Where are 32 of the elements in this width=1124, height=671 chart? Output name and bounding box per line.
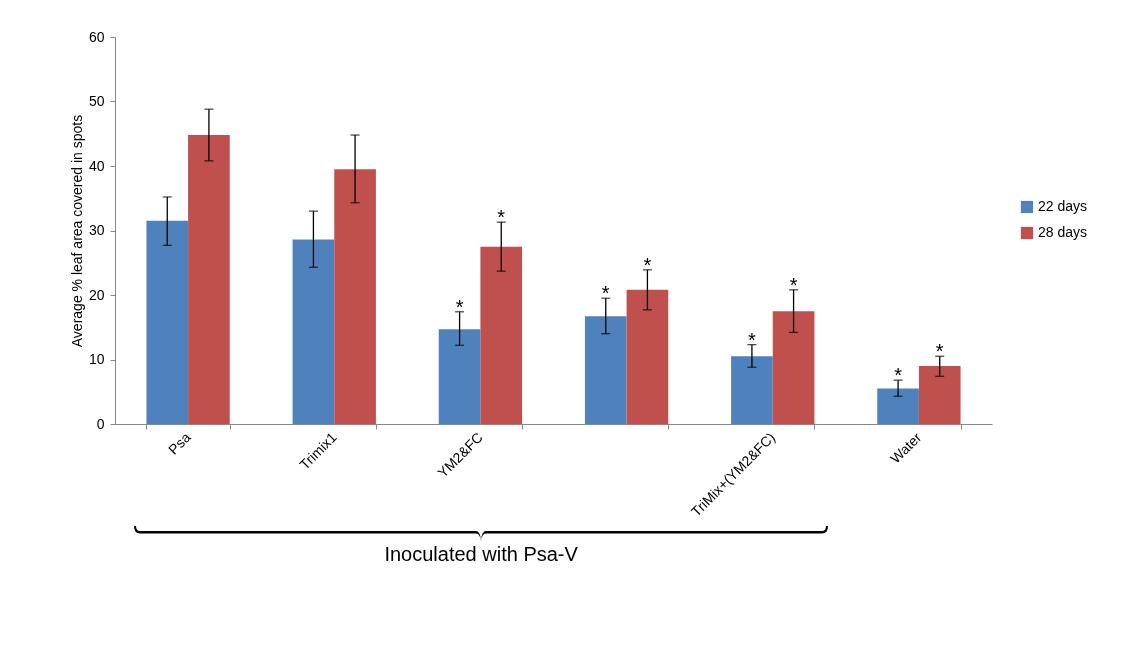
bar	[877, 388, 919, 424]
data-label: *	[894, 364, 903, 387]
data-label: *	[643, 253, 652, 276]
bar	[188, 135, 230, 424]
x-tick-label: Psa	[165, 428, 194, 458]
text: Inoculated with Psa-V	[384, 542, 578, 566]
data-label: *	[789, 273, 798, 296]
data-label: *	[601, 282, 610, 305]
y-tick-label: 50	[88, 93, 105, 109]
bar	[626, 289, 669, 424]
bar	[772, 311, 815, 424]
bar	[292, 239, 335, 424]
data-label: *	[748, 328, 757, 351]
y-tick-label: 60	[88, 28, 105, 45]
y-tick-label: 40	[88, 157, 105, 174]
bar	[480, 246, 523, 424]
data-label: *	[497, 206, 506, 229]
y-tick-label: 0	[96, 415, 105, 432]
bar	[731, 356, 773, 424]
bar	[584, 316, 627, 424]
data-label: *	[455, 295, 464, 318]
y-tick-label: 30	[88, 222, 105, 238]
legend-label: 22 days	[1038, 198, 1088, 214]
legend-label: 28 days	[1038, 224, 1088, 240]
data-label: *	[935, 340, 944, 363]
bar	[146, 220, 189, 424]
bar	[438, 329, 481, 424]
bar	[334, 169, 376, 424]
bar	[918, 365, 961, 424]
y-tick-label: 10	[88, 351, 105, 367]
y-axis-title: Average % leaf area covered in spots	[68, 114, 85, 348]
y-tick-label: 20	[88, 286, 105, 303]
